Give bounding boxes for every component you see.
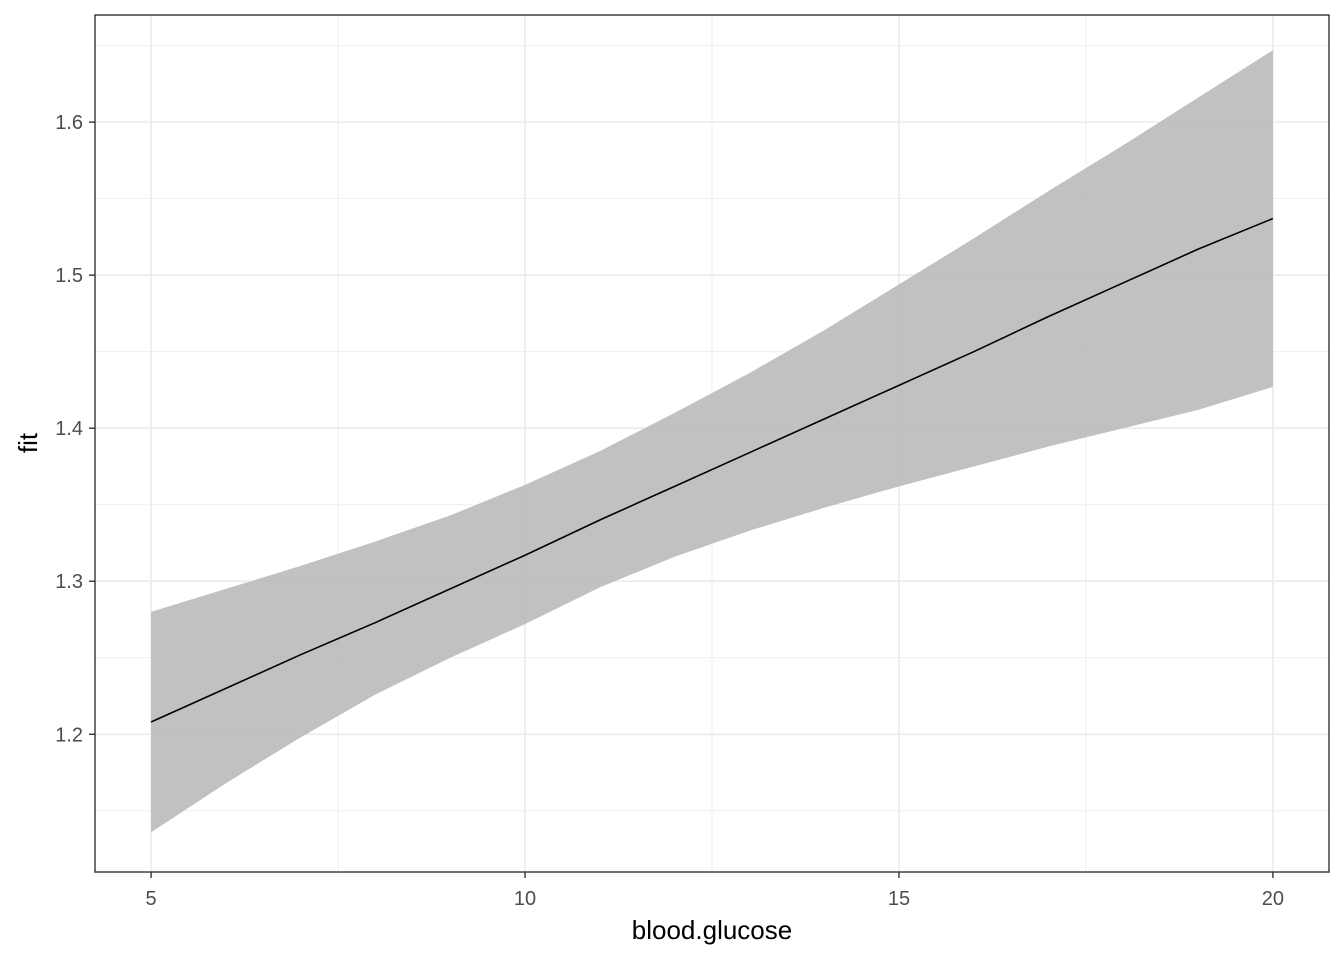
- x-tick-label: 15: [888, 888, 910, 910]
- y-axis: 1.2 1.3 1.4 1.5 1.6: [55, 112, 95, 746]
- x-tick-label: 20: [1262, 888, 1284, 910]
- fit-line: [150, 217, 1274, 723]
- x-tick-label: 5: [146, 888, 157, 910]
- x-tick-label: 10: [514, 888, 536, 910]
- y-tick-label: 1.5: [55, 265, 83, 287]
- confidence-ribbon: [151, 50, 1273, 833]
- y-tick-label: 1.6: [55, 112, 83, 134]
- y-tick-label: 1.3: [55, 571, 83, 593]
- panel-border: [94, 14, 1330, 873]
- y-tick-label: 1.4: [55, 418, 83, 440]
- y-axis-title: fit: [13, 432, 43, 453]
- x-axis: 5 10 15 20: [146, 872, 1284, 910]
- y-tick-label: 1.2: [55, 724, 83, 746]
- x-axis-title: blood.glucose: [632, 915, 792, 945]
